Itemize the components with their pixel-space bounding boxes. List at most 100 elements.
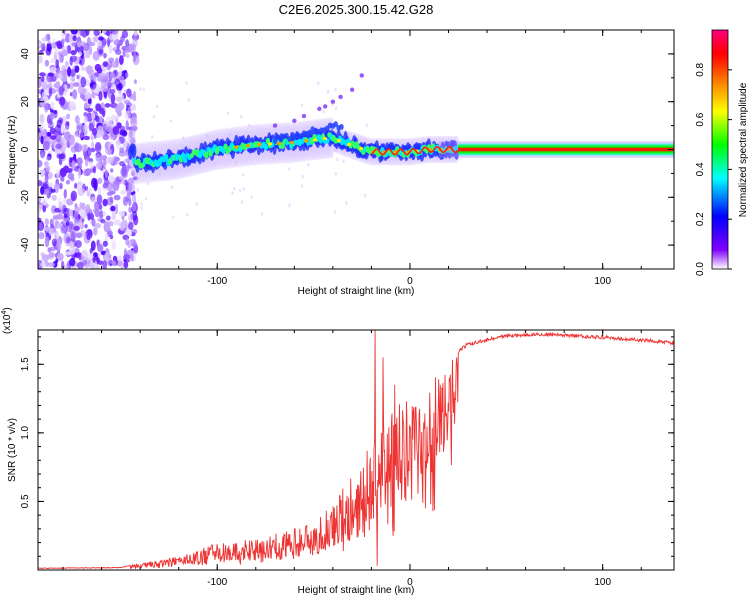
heatmap-noise-blob	[42, 204, 47, 213]
heatmap-noise-blob	[40, 252, 45, 257]
heatmap-noise-blob	[50, 102, 55, 110]
heatmap-noise-blob	[130, 254, 134, 262]
heatmap-noise-blob	[88, 45, 93, 56]
heatmap-faint-dot	[140, 206, 143, 211]
heatmap-faint-dot	[152, 114, 156, 119]
heatmap-faint-dot	[248, 123, 251, 128]
heatmap-noise-blob	[66, 236, 71, 244]
heatmap-noise-blob	[111, 30, 119, 35]
heatmap-noise-blob	[104, 233, 109, 243]
heatmap-noise-blob	[54, 124, 61, 134]
heatmap-noise-blob	[56, 214, 64, 220]
heatmap-faint-dot	[342, 159, 345, 163]
heatmap-noise-blob	[111, 260, 117, 265]
heatmap-noise-blob	[92, 127, 98, 136]
heatmap-noise-blob	[65, 179, 71, 185]
heatmap-noise-blob	[111, 114, 117, 121]
heatmap-noise-blob	[85, 168, 91, 176]
heatmap-noise-blob	[83, 115, 88, 124]
heatmap-noise-blob	[43, 102, 49, 113]
spectrogram-y-tick-label: -40	[20, 237, 31, 252]
heatmap-noise-blob	[88, 150, 92, 156]
heatmap-branch	[272, 138, 278, 145]
snr-y-axis-label: SNR (10 * v/v)	[7, 418, 18, 482]
heatmap-noise-blob	[103, 52, 107, 59]
heatmap-noise-blob	[46, 33, 51, 42]
heatmap-noise-blob	[61, 68, 67, 80]
heatmap-flier	[349, 87, 355, 92]
heatmap-noise-blob	[38, 203, 42, 213]
heatmap-noise-blob	[74, 240, 82, 249]
spectrogram-y-tick-label: 0	[20, 146, 31, 152]
snr-scale-prefix: (x10	[2, 314, 13, 334]
heatmap-noise-blob	[96, 161, 103, 170]
heatmap-noise-blob	[46, 156, 51, 161]
heatmap-flier	[359, 73, 364, 78]
heatmap-noise-blob	[56, 252, 64, 261]
snr-scale-label: (x104)	[1, 307, 13, 334]
heatmap-hotspot	[359, 146, 364, 151]
heatmap-faint-dot	[170, 185, 174, 190]
heatmap-noise-blob	[52, 215, 57, 220]
heatmap-noise-blob	[50, 223, 55, 229]
heatmap-noise-blob	[94, 222, 102, 229]
heatmap-peak-trace	[370, 145, 459, 156]
heatmap-noise-blob	[67, 45, 72, 54]
heatmap-noise-blob	[47, 40, 52, 45]
heatmap-noise-blob	[90, 147, 96, 153]
spectrogram-y-tick-label: -20	[20, 190, 31, 205]
heatmap-noise-blob	[40, 262, 47, 267]
heatmap-noise-blob	[48, 227, 55, 236]
heatmap-noise-blob	[69, 68, 76, 77]
heatmap-noise-blob	[112, 125, 120, 135]
heatmap-noise-blob	[107, 230, 113, 236]
heatmap-faint-dot	[240, 200, 244, 204]
heatmap-noise-blob	[50, 188, 56, 193]
snr-y-tick-label: 0.5	[20, 494, 31, 508]
heatmap-faint-dot	[206, 134, 209, 138]
heatmap-noise-blob	[48, 87, 53, 97]
heatmap-noise-blob	[103, 159, 107, 166]
heatmap-noise-blob	[58, 72, 63, 80]
heatmap-noise-blob	[109, 72, 116, 79]
heatmap-noise-blob	[77, 41, 82, 48]
heatmap-noise-blob	[104, 169, 109, 179]
heatmap-noise-blob	[82, 88, 87, 94]
heatmap-noise-blob	[89, 160, 94, 170]
heatmap-noise-blob	[133, 244, 139, 254]
heatmap-noise-blob	[44, 59, 50, 67]
heatmap-branch	[307, 129, 312, 136]
heatmap-noise-blob	[38, 210, 41, 217]
heatmap-core	[183, 157, 188, 164]
heatmap-noise-blob	[66, 113, 71, 120]
heatmap-noise-blob	[61, 38, 66, 44]
heatmap-hotspot	[312, 138, 317, 142]
heatmap-noise-blob	[59, 182, 63, 190]
heatmap-noise-blob	[106, 156, 114, 164]
heatmap-noise-blob	[118, 76, 125, 81]
heatmap-branch	[284, 132, 289, 139]
heatmap-noise-blob	[66, 121, 70, 127]
heatmap-faint-dot	[182, 136, 185, 140]
heatmap-noise-blob	[55, 59, 60, 69]
heatmap-noise-blob	[66, 66, 72, 77]
heatmap-noise-blob	[47, 262, 56, 268]
heatmap-noise-blob	[68, 33, 75, 43]
heatmap-faint-dot	[365, 123, 368, 128]
heatmap-hotspot	[290, 140, 295, 145]
heatmap-faint-dot	[195, 202, 198, 206]
heatmap-noise-blob	[47, 192, 52, 199]
spectrogram-y-tick-label: 40	[20, 48, 31, 60]
heatmap-faint-dot	[333, 210, 337, 214]
heatmap-noise-blob	[111, 212, 116, 221]
heatmap-noise-blob	[101, 30, 107, 34]
heatmap-noise-blob	[77, 132, 85, 139]
heatmap-noise-blob	[122, 196, 129, 207]
heatmap-noise-blob	[77, 168, 81, 180]
heatmap-noise-blob	[105, 148, 113, 155]
heatmap-noise-blob	[68, 101, 76, 111]
heatmap-noise-blob	[58, 96, 66, 106]
heatmap-noise-blob	[93, 252, 98, 258]
heatmap-noise-blob	[97, 260, 104, 265]
